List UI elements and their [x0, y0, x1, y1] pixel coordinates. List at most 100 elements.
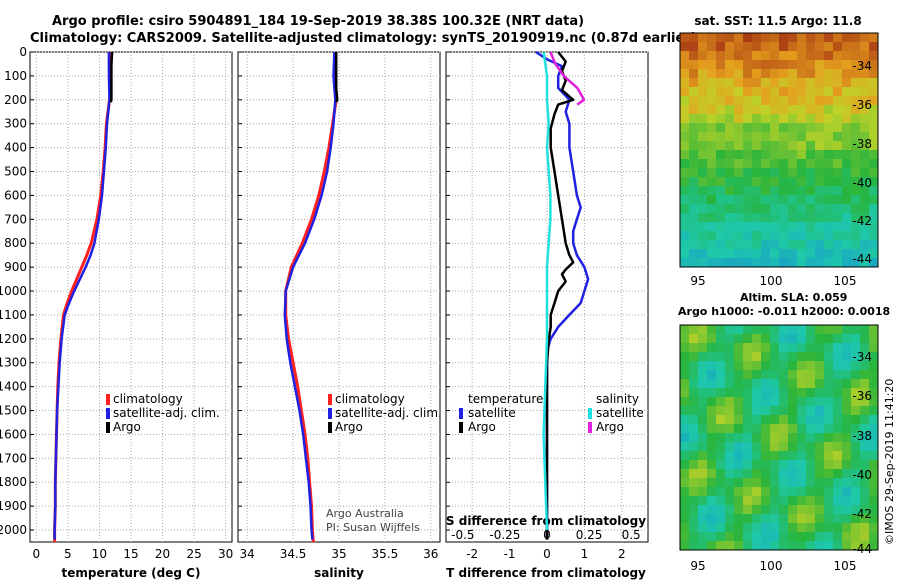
sst-cell — [752, 195, 761, 204]
sla-cell — [770, 541, 779, 550]
sla-cell — [698, 478, 707, 487]
sla-cell — [842, 343, 851, 352]
sla-cell — [707, 352, 716, 361]
sst-cell — [761, 150, 770, 159]
sla-cell — [770, 523, 779, 532]
sla-cell — [833, 325, 842, 334]
sla-cell — [833, 532, 842, 541]
sst-cell — [788, 249, 797, 258]
sla-cell — [770, 460, 779, 469]
sla-lat-label: -34 — [852, 350, 872, 364]
sst-cell — [860, 195, 869, 204]
sst-cell — [716, 240, 725, 249]
title-line-1: Argo profile: csiro 5904891_184 19-Sep-2… — [52, 14, 584, 29]
sst-cell — [698, 186, 707, 195]
sst-cell — [734, 123, 743, 132]
sla-cell — [788, 424, 797, 433]
sst-cell — [689, 159, 698, 168]
sst-cell — [824, 222, 833, 231]
depth-tick-label: 100 — [4, 69, 27, 83]
sla-cell — [851, 469, 860, 478]
sla-cell — [734, 469, 743, 478]
sst-cell — [761, 168, 770, 177]
sst-cell — [689, 51, 698, 60]
sla-cell — [743, 514, 752, 523]
sst-cell — [788, 60, 797, 69]
sla-cell — [680, 523, 689, 532]
sst-cell — [824, 168, 833, 177]
sla-cell — [860, 460, 869, 469]
sst-cell — [833, 213, 842, 222]
sla-cell — [761, 442, 770, 451]
sla-cell — [680, 514, 689, 523]
sla-cell — [689, 424, 698, 433]
sla-cell — [815, 487, 824, 496]
sla-cell — [689, 496, 698, 505]
sst-cell — [842, 33, 851, 42]
sla-cell — [788, 334, 797, 343]
sla-cell — [842, 397, 851, 406]
sla-cell — [797, 451, 806, 460]
x2-tick-label: 0.25 — [576, 528, 603, 542]
sst-cell — [725, 186, 734, 195]
sst-cell — [788, 150, 797, 159]
sla-cell — [716, 379, 725, 388]
sla-cell — [833, 352, 842, 361]
sla-cell — [698, 505, 707, 514]
sla-cell — [788, 415, 797, 424]
sst-cell — [734, 78, 743, 87]
sla-cell — [806, 541, 815, 550]
sla-cell — [833, 451, 842, 460]
sst-cell — [860, 33, 869, 42]
sla-cell — [734, 388, 743, 397]
x-tick-label: 20 — [155, 547, 170, 561]
sst-cell — [725, 132, 734, 141]
sla-cell — [815, 523, 824, 532]
sst-cell — [833, 132, 842, 141]
sst-cell — [779, 258, 788, 267]
sla-cell — [761, 334, 770, 343]
sla-cell — [815, 514, 824, 523]
sla-cell — [716, 415, 725, 424]
sla-cell — [797, 352, 806, 361]
x-tick-label: 35 — [331, 547, 346, 561]
sla-cell — [806, 415, 815, 424]
sst-cell — [824, 87, 833, 96]
sst-cell — [680, 240, 689, 249]
sla-cell — [869, 433, 878, 442]
sst-cell — [689, 249, 698, 258]
sla-cell — [680, 352, 689, 361]
sst-cell — [770, 60, 779, 69]
sla-cell — [689, 415, 698, 424]
sla-cell — [770, 415, 779, 424]
sst-cell — [707, 258, 716, 267]
sla-cell — [788, 370, 797, 379]
sla-cell — [707, 523, 716, 532]
sla-cell — [716, 532, 725, 541]
sst-cell — [716, 231, 725, 240]
x-tick-label: 5 — [64, 547, 72, 561]
sla-cell — [725, 532, 734, 541]
sla-cell — [761, 370, 770, 379]
depth-tick-label: 900 — [4, 260, 27, 274]
x-tick-label: 0 — [32, 547, 40, 561]
sla-cell — [815, 343, 824, 352]
sla-cell — [770, 451, 779, 460]
sla-cell — [761, 487, 770, 496]
depth-tick-label: 200 — [4, 93, 27, 107]
sla-cell — [851, 496, 860, 505]
sla-cell — [680, 505, 689, 514]
sla-cell — [725, 478, 734, 487]
sla-cell — [806, 334, 815, 343]
sst-cell — [752, 159, 761, 168]
x2-tick-label: 0 — [543, 528, 551, 542]
sst-cell — [833, 96, 842, 105]
sla-cell — [689, 334, 698, 343]
sla-cell — [860, 406, 869, 415]
sst-cell — [797, 42, 806, 51]
sla-cell — [824, 487, 833, 496]
sla-cell — [725, 343, 734, 352]
sla-cell — [869, 397, 878, 406]
sal-legend-argo-label: Argo — [335, 420, 363, 434]
sst-cell — [860, 132, 869, 141]
